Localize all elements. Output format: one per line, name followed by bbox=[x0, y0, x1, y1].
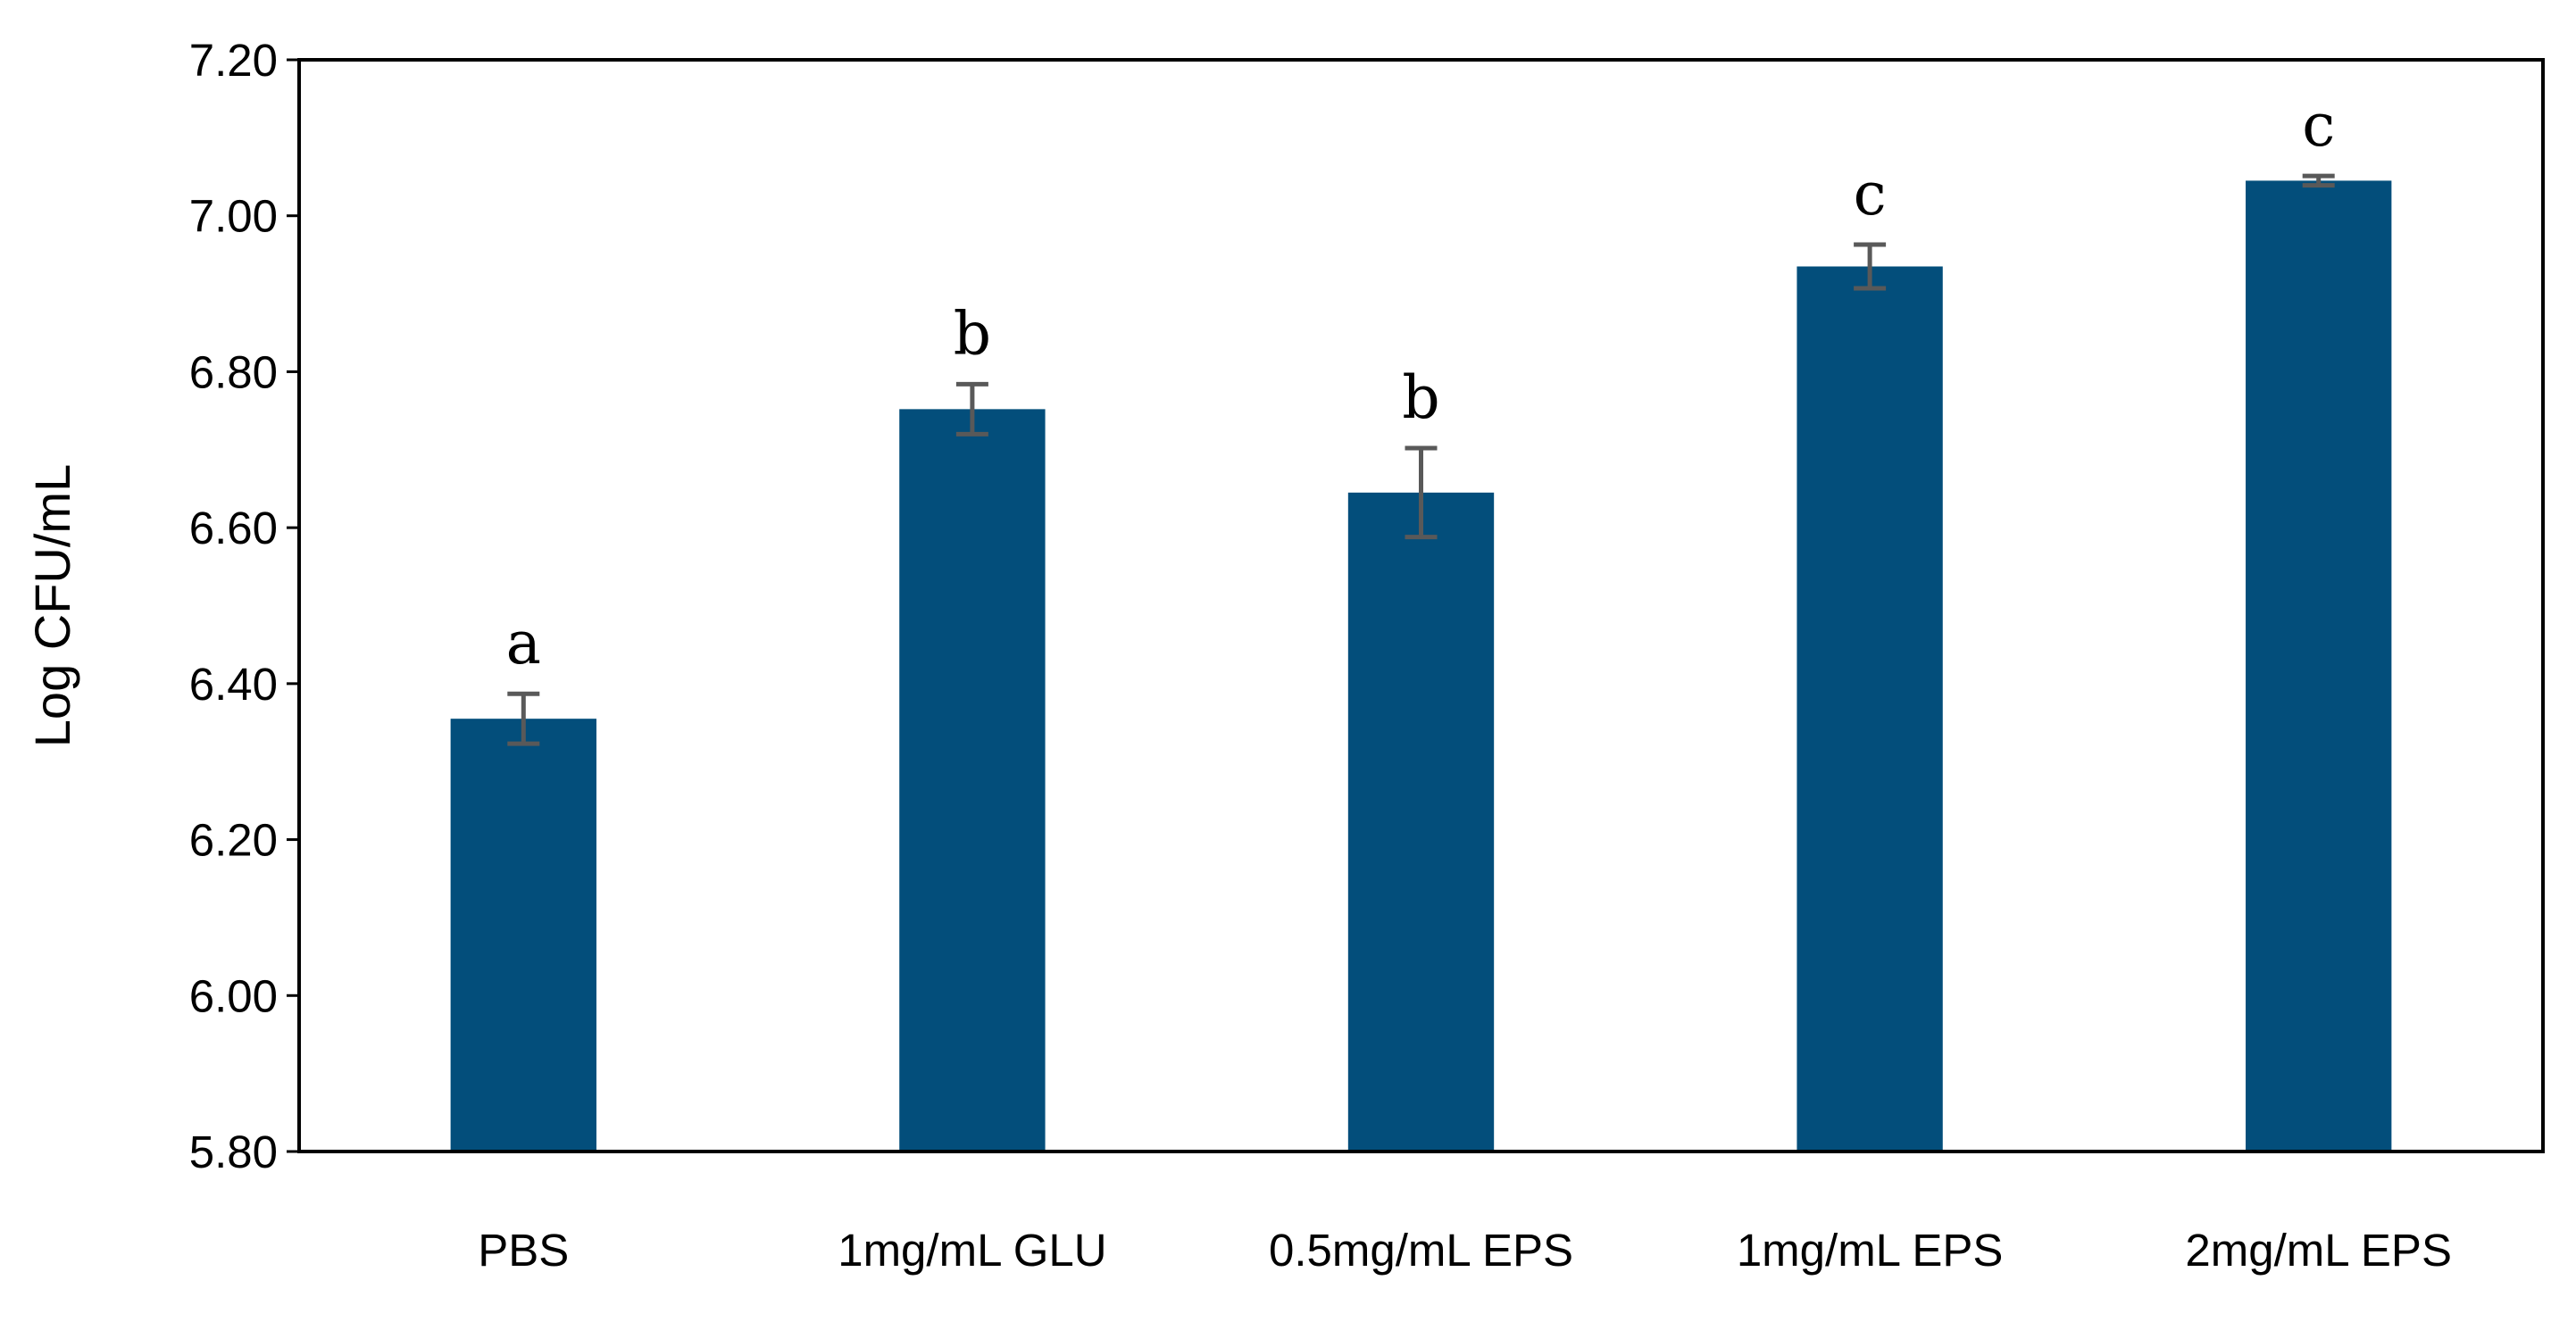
y-tick-label: 6.00 bbox=[189, 970, 278, 1021]
error-bar bbox=[1854, 242, 1887, 291]
y-tick-label: 6.20 bbox=[189, 815, 278, 866]
x-tick-label: PBS bbox=[478, 1225, 569, 1276]
error-bar bbox=[507, 691, 540, 746]
y-axis-ticks: 5.80 6.00 6.20 6.40 6.60 6.80 7.00 7.20 bbox=[189, 35, 299, 1177]
significance-letter: b bbox=[1402, 363, 1439, 432]
error-bar bbox=[1405, 445, 1438, 540]
plot-area-frame bbox=[297, 58, 2545, 1153]
y-tick-label: 6.60 bbox=[189, 503, 278, 553]
bar bbox=[899, 409, 1046, 1152]
bar bbox=[1797, 266, 1943, 1152]
significance-letter: c bbox=[1854, 160, 1887, 229]
x-tick-label: 1mg/mL EPS bbox=[1737, 1225, 2004, 1276]
x-tick-label: 1mg/mL GLU bbox=[838, 1225, 1106, 1276]
bars-layer bbox=[450, 180, 2392, 1152]
bar bbox=[450, 719, 596, 1152]
bar bbox=[2246, 180, 2392, 1152]
y-tick-label: 7.20 bbox=[189, 35, 278, 86]
x-tick-label: 0.5mg/mL EPS bbox=[1269, 1225, 1573, 1276]
significance-letter: b bbox=[954, 299, 991, 368]
y-tick-label: 6.80 bbox=[189, 346, 278, 397]
significance-letter: a bbox=[506, 609, 541, 678]
bar bbox=[1347, 492, 1495, 1152]
error-bar bbox=[2302, 173, 2335, 188]
y-tick-label: 7.00 bbox=[189, 191, 278, 242]
error-bars-layer bbox=[507, 173, 2335, 746]
y-tick-label: 5.80 bbox=[189, 1127, 278, 1177]
x-axis-ticks: PBS 1mg/mL GLU 0.5mg/mL EPS 1mg/mL EPS 2mg/m… bbox=[478, 1225, 2452, 1276]
significance-letter: c bbox=[2302, 91, 2335, 160]
x-tick-label: 2mg/mL EPS bbox=[2185, 1225, 2452, 1276]
y-tick-label: 6.40 bbox=[189, 659, 278, 710]
error-bar bbox=[955, 381, 988, 437]
y-axis-title: Log CFU/mL bbox=[24, 464, 80, 747]
significance-labels: a b b c c bbox=[506, 91, 2336, 678]
